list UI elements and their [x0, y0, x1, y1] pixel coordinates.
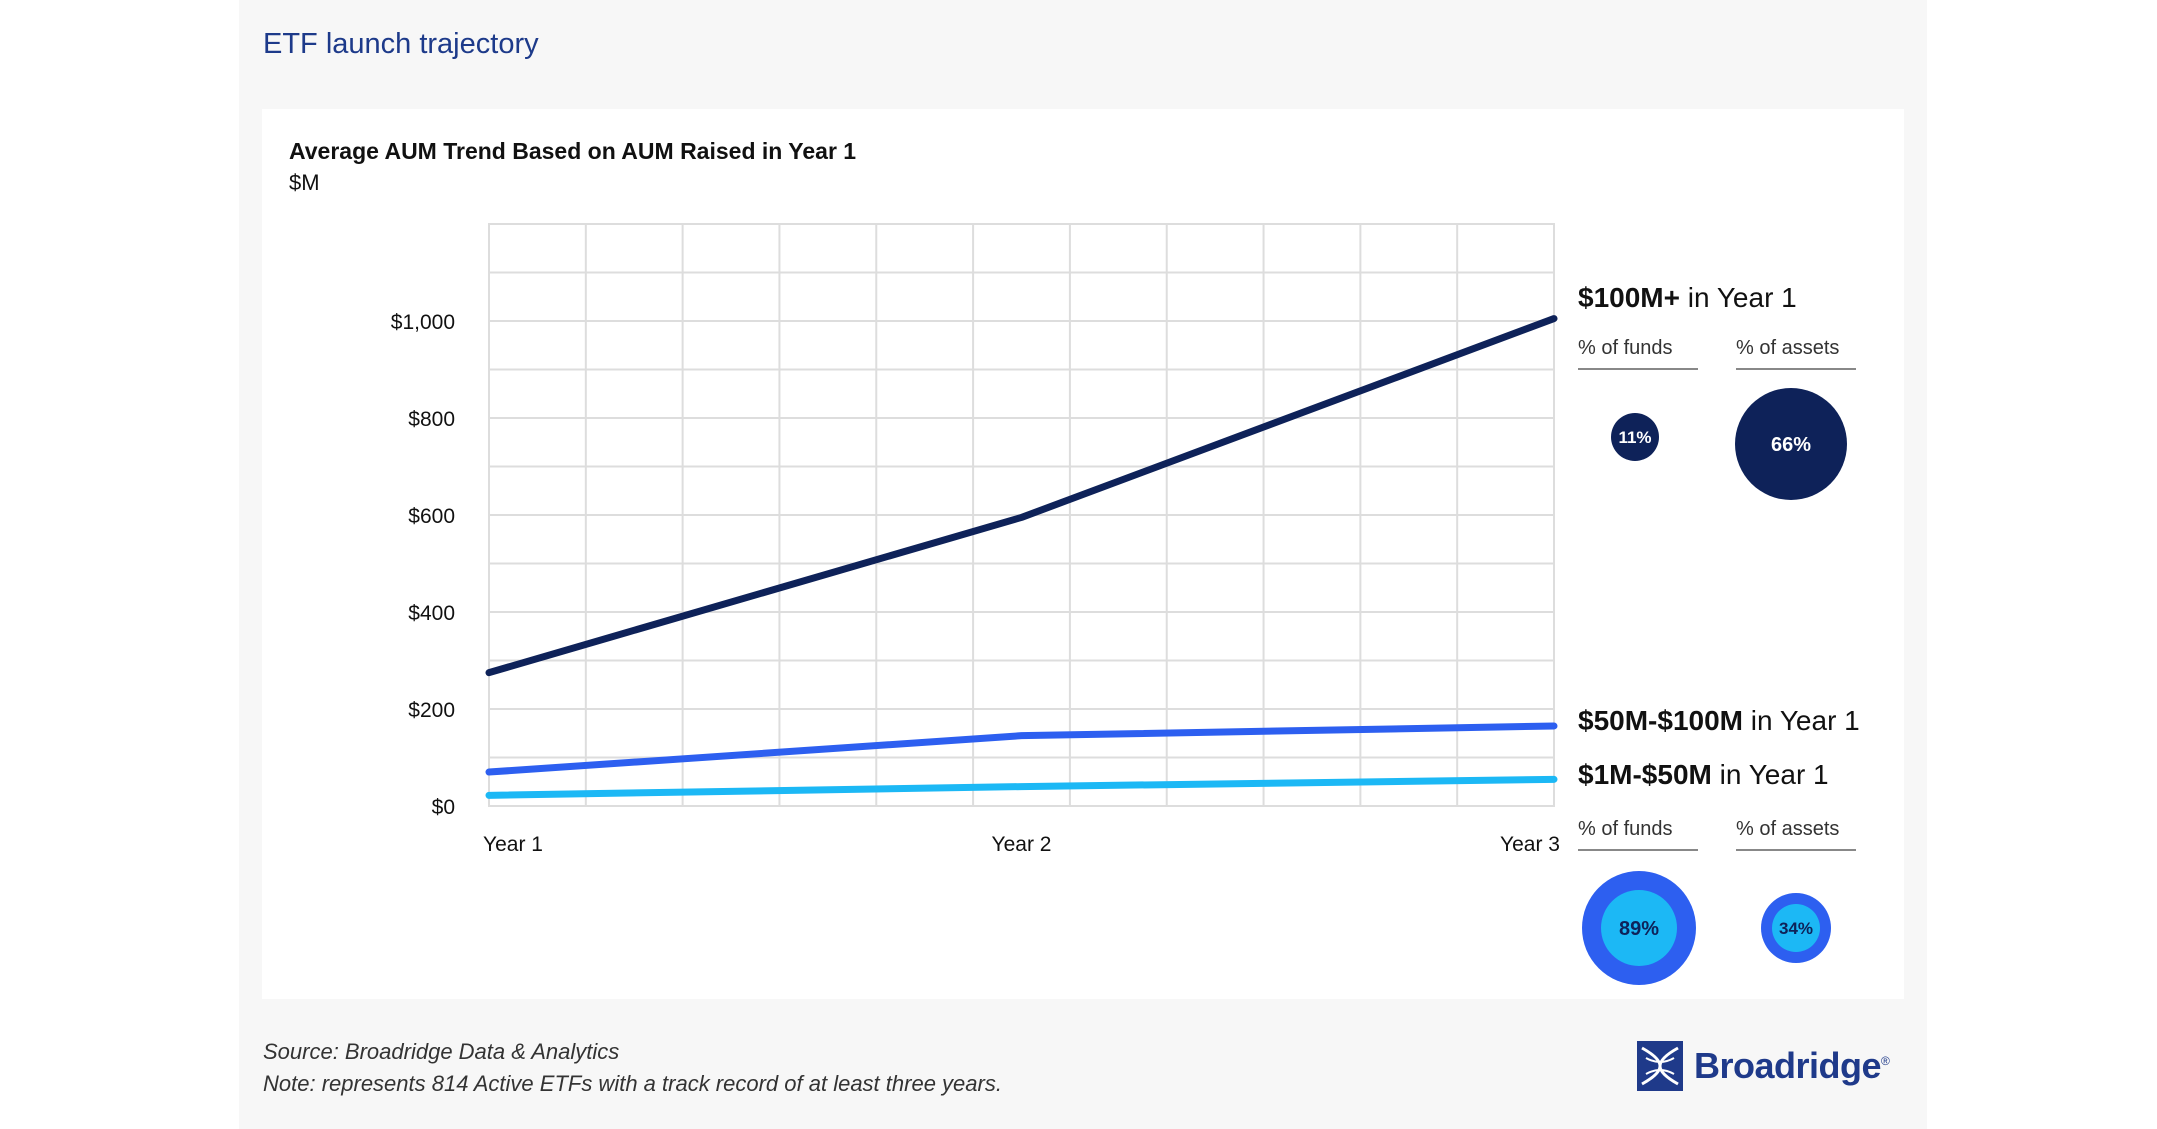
low-funds-bubble-inner: [1601, 890, 1677, 966]
broadridge-logo: Broadridge®: [1636, 1038, 1890, 1094]
y-tick-label: $600: [408, 505, 455, 528]
y-tick-label: $800: [408, 408, 455, 431]
source-note: Source: Broadridge Data & Analytics Note…: [263, 1036, 1002, 1100]
group-label-50m-100m: $50M-$100M in Year 1: [1578, 705, 1860, 736]
note-text: Note: represents 814 Active ETFs with a …: [263, 1071, 1002, 1096]
top-assets-header: % of assets: [1736, 337, 1856, 370]
top-funds-bubble: [1611, 413, 1659, 461]
series-line-2: [485, 775, 1558, 799]
top-funds-value: 11%: [1618, 428, 1651, 447]
low-funds-header: % of funds: [1578, 818, 1698, 851]
x-tick-label: Year 1: [483, 833, 543, 856]
page-title: ETF launch trajectory: [263, 28, 539, 60]
low-assets-header: % of assets: [1736, 818, 1856, 851]
top-funds-header: % of funds: [1578, 337, 1698, 370]
series-line-1: [485, 722, 1558, 776]
chart-title: Average AUM Trend Based on AUM Raised in…: [289, 138, 857, 164]
broadridge-logo-icon: [1637, 1041, 1683, 1091]
low-funds-value: 89%: [1619, 918, 1659, 940]
group-label-100m-plus: $100M+ in Year 1: [1578, 282, 1797, 313]
x-tick-label: Year 3: [1500, 833, 1560, 856]
source-text: Source: Broadridge Data & Analytics: [263, 1039, 620, 1064]
top-assets-bubble: [1735, 388, 1847, 500]
y-tick-label: $1,000: [391, 311, 455, 334]
x-tick-label: Year 2: [992, 833, 1052, 856]
low-assets-value: 34%: [1779, 919, 1813, 938]
group-label-1m-50m: $1M-$50M in Year 1: [1578, 759, 1829, 790]
top-assets-value: 66%: [1771, 434, 1811, 456]
chart-unit-label: $M: [289, 170, 320, 195]
y-tick-label: $0: [432, 796, 455, 819]
logo-wordmark: Broadridge®: [1694, 1045, 1890, 1086]
low-assets-bubble-inner: [1772, 904, 1820, 952]
series-line-0: [485, 315, 1558, 677]
y-tick-label: $400: [408, 602, 455, 625]
y-tick-label: $200: [408, 699, 455, 722]
